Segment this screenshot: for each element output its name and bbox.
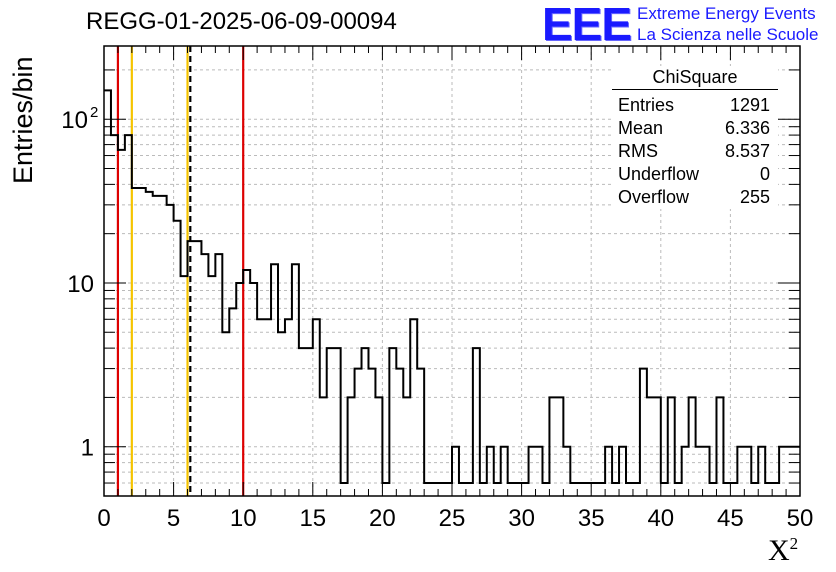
histogram-step-line <box>104 89 800 485</box>
plot-frame <box>103 45 801 497</box>
grid-lines <box>104 46 800 497</box>
x-axis-label-superscript: 2 <box>789 534 799 553</box>
stats-value: 6.336 <box>724 118 770 138</box>
stats-label: Overflow <box>618 187 690 207</box>
stats-value: 255 <box>739 187 770 207</box>
x-tick-label: 20 <box>369 505 396 532</box>
stats-value: 0 <box>759 164 770 184</box>
x-axis-label: X2 <box>768 534 798 568</box>
stats-box: ChiSquare Entries 1291 Mean 6.336 RMS 8.537… <box>612 66 778 209</box>
x-tick-label: 5 <box>167 505 180 532</box>
stats-value: 1291 <box>729 95 770 115</box>
eee-logo: EEE <box>542 0 632 50</box>
stats-label: Mean <box>618 118 664 138</box>
x-tick-label: 50 <box>787 505 814 532</box>
axis-ticks <box>103 46 801 497</box>
y-tick-label: 10 <box>67 271 94 298</box>
stats-label: Entries <box>618 95 675 115</box>
stats-label: Underflow <box>618 164 700 184</box>
stats-row-underflow: Underflow 0 <box>612 163 778 186</box>
chart-title: REGG-01-2025-06-09-00094 <box>86 8 397 35</box>
x-tick-label: 15 <box>299 505 326 532</box>
stats-label: RMS <box>618 141 658 161</box>
stats-row-entries: Entries 1291 <box>612 94 778 117</box>
stats-row-overflow: Overflow 255 <box>612 186 778 209</box>
x-tick-label: 30 <box>508 505 535 532</box>
x-tick-label: 25 <box>439 505 466 532</box>
x-tick-label: 0 <box>97 505 110 532</box>
stats-row-rms: RMS 8.537 <box>612 140 778 163</box>
y-tick-label: 1 <box>81 435 94 462</box>
x-tick-label: 35 <box>578 505 605 532</box>
x-axis-label-base: X <box>768 534 790 567</box>
y-tick-label-exponent: 2 <box>90 104 98 121</box>
y-axis-label: Entries/bin <box>8 56 38 184</box>
x-tick-label: 40 <box>647 505 674 532</box>
logo-line-1: Extreme Energy Events <box>637 4 816 23</box>
logo-line-2: La Scienza nelle Scuole <box>637 25 819 44</box>
stats-title: ChiSquare <box>612 66 778 90</box>
logo-caption: Extreme Energy Events La Scienza nelle S… <box>637 3 818 45</box>
x-tick-label: 10 <box>230 505 257 532</box>
x-tick-label: 45 <box>717 505 744 532</box>
stats-value: 8.537 <box>724 141 770 161</box>
stats-row-mean: Mean 6.336 <box>612 117 778 140</box>
y-tick-label: 10 <box>61 107 88 134</box>
